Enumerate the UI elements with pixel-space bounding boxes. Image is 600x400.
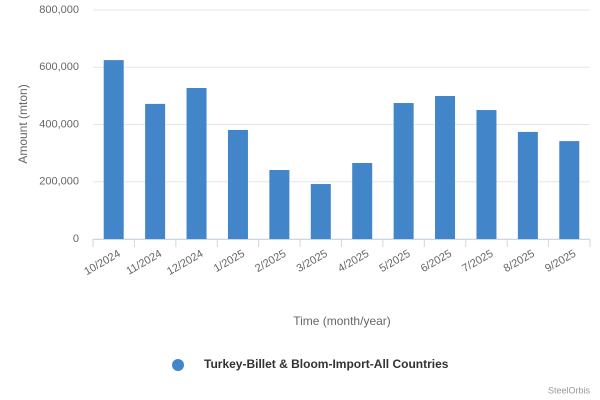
y-tick-label: 400,000	[39, 118, 79, 130]
x-tick-label: 11/2024	[124, 248, 164, 278]
x-tick-label: 8/2025	[502, 248, 537, 275]
x-tick-label: 7/2025	[460, 248, 495, 275]
x-tick-label: 10/2024	[82, 248, 122, 278]
bar	[517, 131, 538, 239]
bar	[352, 163, 373, 239]
legend-label[interactable]: Turkey-Billet & Bloom-Import-All Countri…	[204, 357, 449, 371]
x-tick-label: 6/2025	[419, 248, 454, 275]
x-tick-label: 4/2025	[336, 248, 371, 275]
bar	[476, 110, 497, 239]
x-tick-label: 1/2025	[212, 248, 247, 275]
x-tick-label: 5/2025	[377, 248, 412, 275]
bar	[227, 129, 248, 239]
y-axis-title: Amount (mton)	[16, 84, 30, 163]
bar	[103, 60, 124, 239]
x-tick-label: 2/2025	[253, 248, 288, 275]
x-tick-label: 3/2025	[295, 248, 330, 275]
x-tick-label: 9/2025	[543, 248, 578, 275]
bar	[186, 88, 207, 239]
bar	[559, 141, 580, 239]
bar	[435, 96, 456, 239]
bar	[393, 103, 414, 239]
bar	[310, 184, 331, 239]
x-tick-label: 12/2024	[165, 248, 205, 278]
y-tick-label: 200,000	[39, 176, 79, 188]
legend-marker[interactable]	[172, 359, 184, 371]
y-tick-label: 0	[73, 233, 79, 245]
y-tick-label: 600,000	[39, 61, 79, 73]
bar	[145, 103, 166, 239]
bar	[269, 170, 290, 239]
credit: SteelOrbis	[548, 385, 591, 395]
x-axis-title: Time (month/year)	[293, 314, 391, 328]
y-tick-label: 800,000	[39, 4, 79, 16]
